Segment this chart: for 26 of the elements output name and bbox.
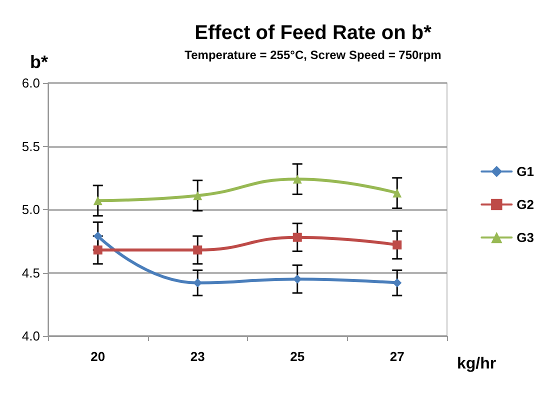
legend-label: G2 <box>516 197 534 212</box>
y-tick-label: 5.5 <box>22 138 40 154</box>
y-tick-label: 4.5 <box>22 265 40 280</box>
point <box>392 240 402 250</box>
y-axis-title: b* <box>30 52 48 72</box>
y-tick-label: 5.0 <box>22 202 40 217</box>
point <box>292 174 302 184</box>
point <box>292 232 302 242</box>
point <box>93 245 102 254</box>
chart-subtitle: Temperature = 255°C, Screw Speed = 750rpm <box>184 48 442 62</box>
x-tick-label: 20 <box>90 349 106 364</box>
point <box>93 232 102 241</box>
x-tick-label: 25 <box>290 349 305 364</box>
chart-title: Effect of Feed Rate on b* <box>194 22 432 44</box>
point <box>392 188 402 198</box>
point <box>392 278 402 288</box>
point <box>93 196 102 206</box>
legend-label: G3 <box>516 230 534 245</box>
point <box>193 245 202 254</box>
x-axis-title: kg/hr <box>457 356 496 372</box>
x-tick-label: 23 <box>190 349 205 364</box>
y-tick-label: 4.0 <box>22 328 40 344</box>
y-tick-label: 6.0 <box>22 76 40 90</box>
legend-label: G1 <box>516 164 534 179</box>
point <box>193 191 202 200</box>
x-tick-label: 27 <box>390 349 404 364</box>
